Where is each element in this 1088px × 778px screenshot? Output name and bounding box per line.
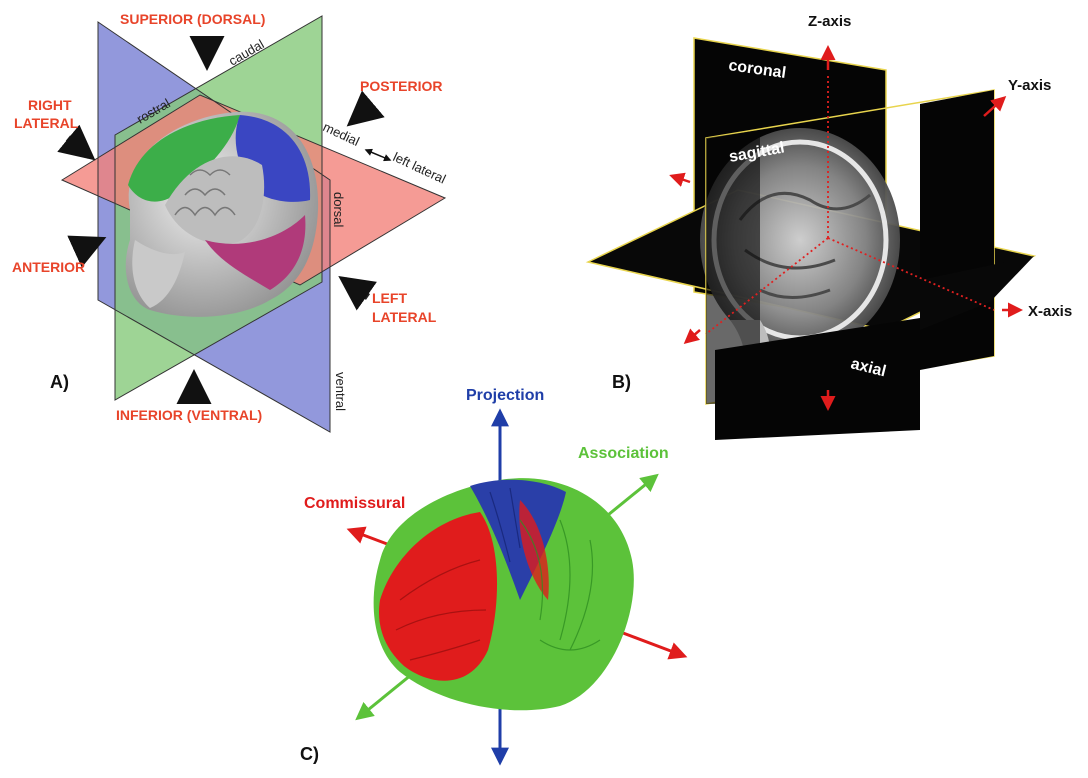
label-y-axis: Y-axis xyxy=(1008,77,1051,94)
label-anterior: ANTERIOR xyxy=(12,259,85,275)
panel-b-letter: B) xyxy=(612,372,631,392)
panel-a-letter: A) xyxy=(50,372,69,392)
direction-arrows xyxy=(57,36,385,404)
label-medial: medial xyxy=(321,119,362,149)
label-posterior: POSTERIOR xyxy=(360,78,442,94)
brain-head-model xyxy=(125,111,319,317)
fiber-bundle xyxy=(373,478,634,711)
label-right-lateral-2: LATERAL xyxy=(14,115,79,131)
label-right-lateral-1: RIGHT xyxy=(28,97,72,113)
panel-b-mri-planes: coronal sagittal axial Z-axis Y-axis X-a… xyxy=(585,13,1072,440)
label-left-lateral-1: LEFT xyxy=(372,290,407,306)
label-left-lateral-2: LATERAL xyxy=(372,309,437,325)
label-x-axis: X-axis xyxy=(1028,303,1072,320)
label-superior: SUPERIOR (DORSAL) xyxy=(120,11,265,27)
label-ventral: ventral xyxy=(333,372,348,411)
panel-c-fiber-tracts: Projection Association Commissural C) xyxy=(300,387,688,766)
label-inferior: INFERIOR (VENTRAL) xyxy=(116,407,262,423)
panel-c-letter: C) xyxy=(300,744,319,764)
panel-a-anatomical-planes: SUPERIOR (DORSAL) RIGHT LATERAL POSTERIO… xyxy=(12,11,448,433)
label-projection: Projection xyxy=(466,387,544,404)
label-association: Association xyxy=(578,445,669,462)
label-z-axis: Z-axis xyxy=(808,13,851,30)
label-dorsal: dorsal xyxy=(331,192,346,228)
label-commissural: Commissural xyxy=(304,495,405,512)
